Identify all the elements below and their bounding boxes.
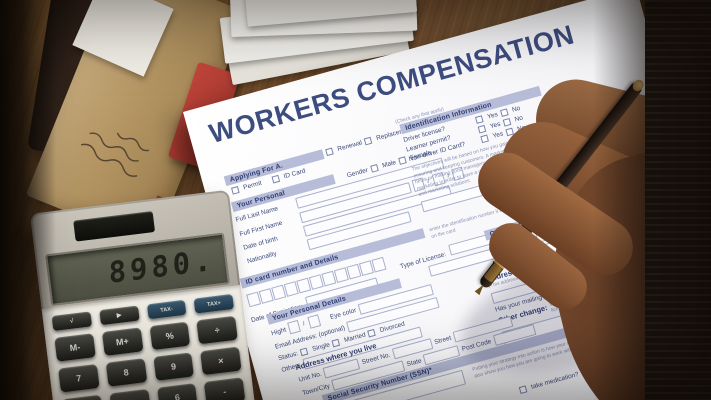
yes-label: Yes — [486, 111, 499, 121]
checkbox-divorced — [367, 328, 377, 338]
unit-label: Unit No. — [297, 370, 323, 384]
yes-label: Yes — [491, 130, 504, 140]
calculator-display-value: 8980. — [107, 242, 216, 290]
no-label: No — [511, 104, 522, 114]
checkbox-male — [369, 163, 379, 173]
no-label: No — [513, 114, 524, 124]
male-label: Male — [381, 158, 397, 170]
checkbox-married — [331, 338, 341, 348]
digit-5-key: 5 — [109, 388, 151, 400]
tax-minus-key: TAX- — [146, 299, 187, 320]
checkbox-medication — [518, 385, 528, 395]
digit-8-key: 8 — [105, 358, 147, 387]
eye-color-label: Eye color — [329, 306, 358, 321]
height-label: Hight — [270, 326, 287, 337]
sqrt-key: √ — [51, 311, 92, 332]
digit-7-key: 7 — [58, 364, 100, 393]
checkbox-driver-yes — [474, 115, 484, 124]
id-card-label: ID Card — [282, 167, 307, 180]
checkbox-learner-yes — [477, 124, 487, 134]
checkbox-driver-no — [499, 108, 509, 118]
checkbox-permit — [230, 185, 240, 195]
digit-4-key: 4 — [61, 394, 104, 400]
multiply-key: × — [200, 346, 242, 376]
handwriting-scribble — [80, 132, 150, 177]
tax-plus-key: TAX+ — [193, 293, 235, 314]
no-label: No — [516, 124, 527, 134]
checkbox-replacement — [363, 136, 373, 146]
checkbox-renewal — [325, 147, 334, 157]
gender-label: Gender — [345, 166, 369, 179]
digit-6-key: 6 — [156, 383, 199, 400]
memory-plus-key: M+ — [101, 327, 144, 356]
medication-label: take medication? — [530, 370, 580, 391]
memory-minus-key: M- — [54, 333, 96, 362]
yes-label: Yes — [489, 120, 502, 131]
checkbox-mailing-yes — [597, 276, 606, 285]
checkbox-learner-no — [502, 118, 511, 127]
permit-label: Permit — [242, 179, 263, 191]
id-digit-cell — [371, 256, 387, 273]
minus-key: - — [204, 377, 246, 400]
state-label: State — [405, 357, 423, 369]
checkbox-single — [299, 347, 309, 357]
street-label: Street — [433, 334, 453, 347]
fragment-label: order to wo — [605, 354, 639, 370]
height-slash: / — [302, 321, 306, 328]
checkbox-female — [397, 155, 407, 165]
checkbox-nondriver-no — [505, 127, 514, 137]
arrow-key: ▶ — [99, 305, 140, 326]
digit-9-key: 9 — [152, 352, 195, 381]
calculator-solar-panel — [73, 211, 156, 242]
calculator: 8980. √ ▶ TAX- TAX+ M- M+ % ÷ 7 8 9 × 4 … — [30, 189, 261, 400]
divide-key: ÷ — [196, 315, 238, 345]
height-ft-box — [287, 319, 302, 335]
yes-label: Yes — [608, 271, 621, 282]
checkbox-id-card — [271, 174, 280, 184]
kraft-envelope — [25, 0, 249, 247]
height-in-box — [307, 314, 322, 329]
percent-key: % — [149, 321, 191, 351]
checkbox-nondriver-yes — [480, 134, 489, 144]
